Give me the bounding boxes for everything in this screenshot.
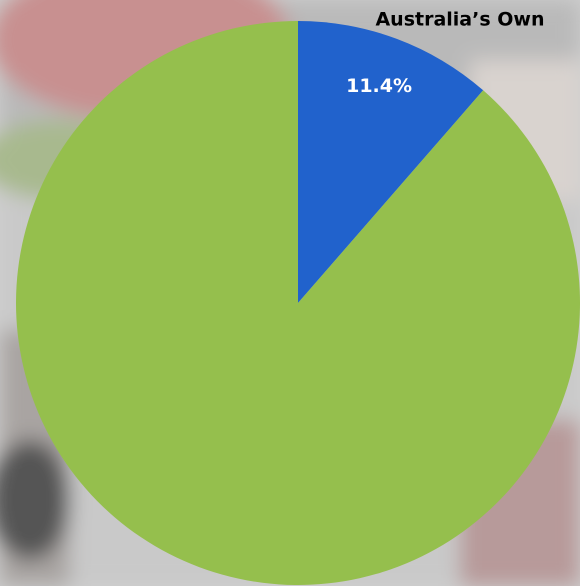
pie-slice <box>298 21 484 303</box>
category-label: Australia’s Own <box>375 9 544 31</box>
pie-slice <box>16 21 580 585</box>
value-label: 11.4% <box>346 75 412 97</box>
